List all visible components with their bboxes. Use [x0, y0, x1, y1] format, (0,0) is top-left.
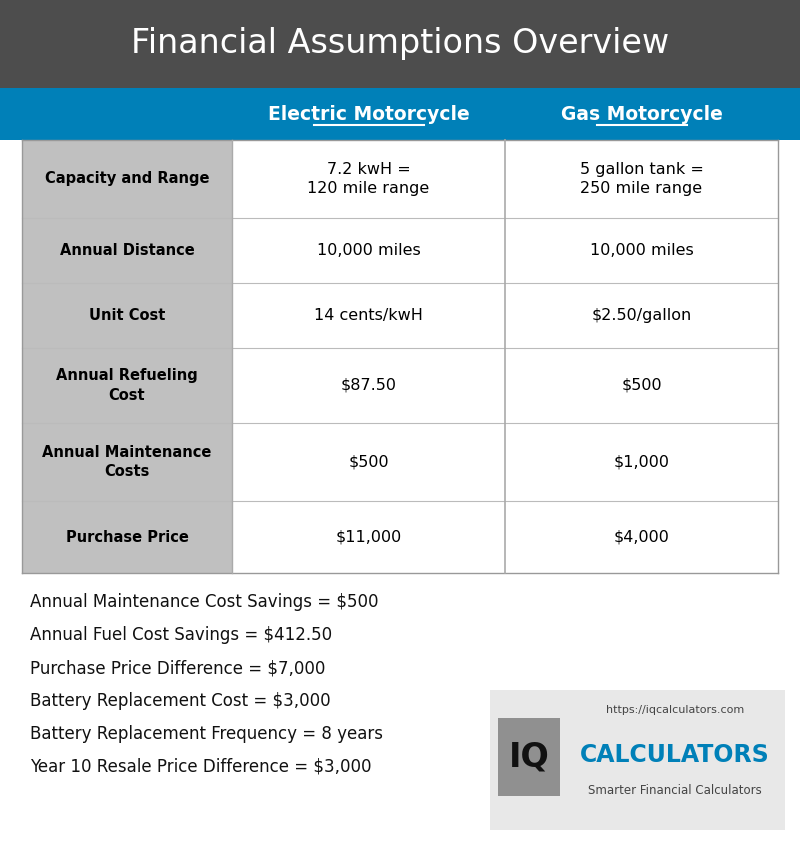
Bar [22, 218, 232, 283]
Text: Battery Replacement Frequency = 8 years: Battery Replacement Frequency = 8 years [30, 725, 383, 743]
Bar [22, 283, 232, 348]
Text: https://iqcalculators.com: https://iqcalculators.com [606, 705, 744, 715]
Text: IQ: IQ [509, 740, 550, 773]
Text: 10,000 miles: 10,000 miles [590, 243, 694, 258]
Text: $500: $500 [621, 378, 662, 393]
Bar [22, 501, 232, 573]
Text: Battery Replacement Cost = $3,000: Battery Replacement Cost = $3,000 [30, 692, 330, 710]
Text: Annual Refueling
Cost: Annual Refueling Cost [56, 369, 198, 403]
Text: Annual Distance: Annual Distance [60, 243, 194, 258]
Text: $2.50/gallon: $2.50/gallon [591, 308, 692, 323]
Text: Gas Motorcycle: Gas Motorcycle [561, 105, 722, 124]
Bar [0, 88, 800, 140]
Bar [505, 348, 778, 423]
Text: Annual Fuel Cost Savings = $412.50: Annual Fuel Cost Savings = $412.50 [30, 626, 332, 644]
Text: 10,000 miles: 10,000 miles [317, 243, 420, 258]
Text: $500: $500 [348, 454, 389, 470]
Bar [232, 140, 505, 218]
Text: $4,000: $4,000 [614, 529, 670, 545]
Text: Electric Motorcycle: Electric Motorcycle [268, 105, 470, 124]
Bar [505, 140, 778, 218]
Text: $1,000: $1,000 [614, 454, 670, 470]
Text: CALCULATORS: CALCULATORS [580, 743, 770, 767]
Text: $87.50: $87.50 [341, 378, 397, 393]
Bar [498, 718, 560, 796]
Bar [22, 140, 232, 218]
Text: Smarter Financial Calculators: Smarter Financial Calculators [588, 783, 762, 796]
Bar [505, 283, 778, 348]
Bar [232, 283, 505, 348]
Text: Purchase Price: Purchase Price [66, 529, 189, 545]
Bar [232, 348, 505, 423]
Bar [22, 348, 232, 423]
Text: 7.2 kwH =
120 mile range: 7.2 kwH = 120 mile range [307, 161, 430, 197]
Text: Purchase Price Difference = $7,000: Purchase Price Difference = $7,000 [30, 659, 326, 677]
Text: Year 10 Resale Price Difference = $3,000: Year 10 Resale Price Difference = $3,000 [30, 758, 371, 776]
Bar [232, 501, 505, 573]
Bar [505, 501, 778, 573]
Text: $11,000: $11,000 [335, 529, 402, 545]
Bar [232, 423, 505, 501]
Bar [505, 423, 778, 501]
Text: Unit Cost: Unit Cost [89, 308, 165, 323]
Text: Financial Assumptions Overview: Financial Assumptions Overview [131, 27, 669, 60]
Text: Annual Maintenance Cost Savings = $500: Annual Maintenance Cost Savings = $500 [30, 593, 378, 611]
Text: 5 gallon tank =
250 mile range: 5 gallon tank = 250 mile range [579, 161, 703, 197]
Text: Annual Maintenance
Costs: Annual Maintenance Costs [42, 445, 212, 479]
Bar [232, 218, 505, 283]
Bar [505, 218, 778, 283]
Bar [490, 690, 785, 830]
Bar [0, 0, 800, 88]
Text: Capacity and Range: Capacity and Range [45, 172, 210, 186]
Text: 14 cents/kwH: 14 cents/kwH [314, 308, 423, 323]
Bar [22, 423, 232, 501]
